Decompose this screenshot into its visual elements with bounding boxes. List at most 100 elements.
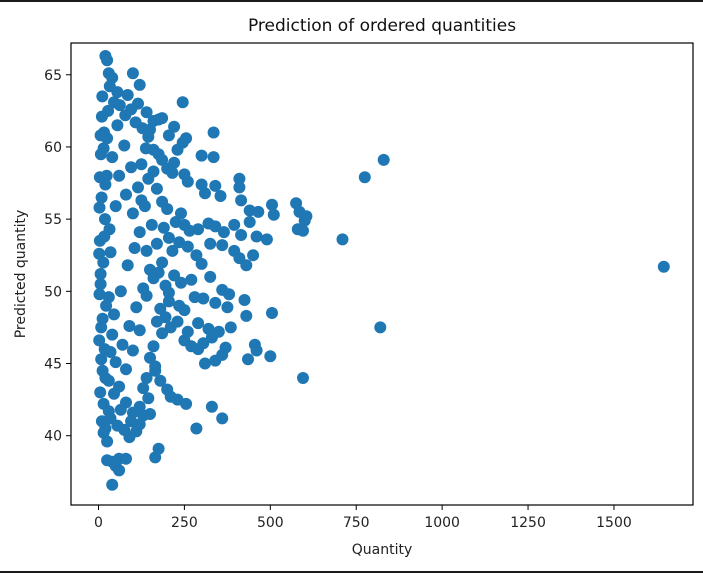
scatter-point bbox=[199, 357, 211, 370]
scatter-point bbox=[374, 321, 387, 334]
x-axis-title: Quantity bbox=[352, 542, 413, 558]
scatter-point bbox=[266, 198, 278, 211]
scatter-point bbox=[94, 129, 107, 142]
scatter-point bbox=[120, 452, 132, 465]
scatter-point bbox=[95, 353, 108, 366]
scatter-point bbox=[162, 286, 175, 299]
scatter-point bbox=[133, 324, 146, 337]
scatter-point bbox=[101, 54, 114, 67]
scatter-point bbox=[106, 328, 119, 341]
scatter-point bbox=[260, 233, 273, 246]
x-tick-label: 1000 bbox=[424, 515, 460, 531]
scatter-point bbox=[154, 374, 167, 387]
scatter-point bbox=[113, 380, 126, 393]
scatter-point bbox=[154, 302, 167, 315]
scatter-point bbox=[133, 226, 146, 239]
scatter-point bbox=[144, 351, 156, 364]
scatter-point bbox=[216, 348, 229, 361]
scatter-point bbox=[157, 221, 170, 234]
scatter-point bbox=[125, 161, 138, 174]
scatter-point bbox=[181, 175, 194, 188]
scatter-point bbox=[130, 425, 143, 438]
y-axis-title: Predicted quantity bbox=[13, 210, 29, 339]
scatter-point bbox=[98, 230, 111, 243]
scatter-point bbox=[149, 451, 162, 464]
x-tick-label: 750 bbox=[343, 515, 370, 531]
scatter-point bbox=[120, 363, 132, 376]
scatter-point bbox=[109, 356, 122, 369]
y-axis: 40 45 50 55 60 65 bbox=[44, 68, 71, 445]
scatter-point bbox=[150, 182, 163, 195]
scatter-point bbox=[235, 194, 248, 207]
scatter-point bbox=[99, 422, 112, 435]
scatter-point bbox=[97, 142, 110, 155]
scatter-point bbox=[216, 239, 229, 252]
scatter-point bbox=[162, 231, 175, 244]
scatter-point bbox=[224, 321, 237, 334]
scatter-point bbox=[166, 166, 179, 179]
scatter-point bbox=[178, 304, 191, 317]
scatter-point bbox=[140, 289, 153, 302]
scatter-point bbox=[121, 89, 134, 101]
scatter-point bbox=[195, 149, 208, 162]
scatter-point bbox=[104, 246, 117, 259]
scatter-point bbox=[103, 80, 116, 93]
x-tick-label: 500 bbox=[257, 515, 284, 531]
x-tick-label: 1500 bbox=[596, 515, 632, 531]
scatter-point bbox=[161, 203, 174, 215]
scatter-point bbox=[94, 278, 107, 291]
scatter-point bbox=[207, 151, 220, 164]
scatter-point bbox=[96, 312, 109, 325]
y-tick-label: 50 bbox=[44, 284, 62, 300]
scatter-point bbox=[209, 179, 222, 192]
scatter-point bbox=[156, 256, 169, 269]
scatter-point bbox=[140, 372, 153, 384]
y-tick-label: 60 bbox=[44, 140, 62, 156]
scatter-point bbox=[264, 350, 277, 363]
scatter-point bbox=[125, 103, 138, 116]
scatter-point bbox=[140, 244, 153, 257]
scatter-point bbox=[109, 200, 122, 213]
scatter-point bbox=[252, 205, 265, 218]
scatter-point bbox=[162, 295, 175, 308]
y-tick-label: 55 bbox=[44, 212, 62, 228]
scatter-point bbox=[145, 218, 158, 231]
scatter-point bbox=[149, 360, 162, 373]
scatter-point bbox=[197, 292, 210, 305]
scatter-point bbox=[142, 172, 155, 185]
scatter-point bbox=[156, 153, 169, 166]
scatter-point bbox=[135, 158, 148, 171]
scatter-point bbox=[108, 308, 120, 321]
scatter-point bbox=[121, 259, 134, 272]
scatter-point bbox=[300, 210, 313, 223]
scatter-point bbox=[96, 90, 109, 103]
scatter-point bbox=[197, 337, 210, 350]
scatter-point bbox=[150, 315, 163, 328]
points-layer bbox=[93, 50, 670, 491]
scatter-point bbox=[242, 353, 254, 366]
scatter-point bbox=[168, 120, 181, 133]
scatter-point bbox=[166, 244, 179, 257]
scatter-point bbox=[126, 67, 139, 80]
scatter-point bbox=[175, 276, 187, 289]
scatter-point bbox=[106, 151, 119, 164]
scatter-point bbox=[207, 126, 220, 139]
scatter-point bbox=[250, 344, 263, 357]
scatter-point bbox=[217, 226, 230, 239]
scatter-point bbox=[136, 122, 149, 135]
scatter-point bbox=[130, 301, 143, 314]
scatter-point bbox=[267, 208, 280, 221]
scatter-point bbox=[111, 119, 124, 132]
y-tick-label: 45 bbox=[44, 357, 62, 373]
scatter-point bbox=[223, 288, 236, 301]
scatter-point bbox=[132, 181, 144, 194]
scatter-point bbox=[190, 249, 203, 262]
scatter-point bbox=[243, 216, 256, 228]
scatter-point bbox=[116, 338, 129, 351]
scatter-point bbox=[204, 237, 217, 250]
scatter-point bbox=[204, 270, 217, 283]
chart-title: Prediction of ordered quantities bbox=[248, 16, 516, 36]
scatter-point bbox=[214, 190, 227, 202]
scatter-point bbox=[195, 257, 208, 270]
